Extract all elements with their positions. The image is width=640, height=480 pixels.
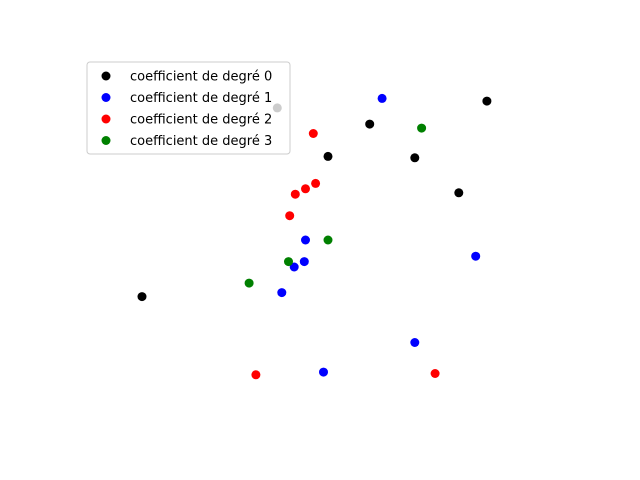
point-series-3-3 [244,278,254,288]
point-series-1-6 [410,338,420,347]
point-series-2-1 [311,178,321,188]
legend-marker-1 [101,93,111,102]
legend-label-3: coefficient de degré 3 [130,134,272,149]
point-series-1-0 [377,93,387,103]
legend-marker-0 [101,71,111,81]
point-series-1-1 [301,235,310,245]
point-series-0-3 [365,119,375,129]
data-points [137,93,492,380]
point-series-2-6 [430,369,440,378]
legend: coefficient de degré 0 coefficient de deg… [86,61,291,155]
point-series-0-6 [482,96,492,106]
point-series-3-1 [323,235,333,245]
point-series-3-2 [284,257,293,267]
legend-label-1: coefficient de degré 1 [130,91,272,106]
legend-marker-2 [101,114,111,124]
point-series-1-3 [299,257,309,267]
point-series-1-4 [277,288,287,298]
point-series-0-5 [454,188,464,198]
point-series-1-7 [319,367,328,377]
legend-box [86,61,291,155]
point-series-2-5 [251,370,261,380]
point-series-0-4 [410,153,420,163]
point-series-2-4 [285,211,295,221]
point-series-2-3 [290,189,300,199]
point-series-3-0 [417,123,427,133]
legend-marker-3 [101,136,111,145]
legend-label-0: coefficient de degré 0 [130,70,272,85]
point-series-1-2 [289,262,299,272]
point-series-2-0 [308,129,318,138]
point-series-0-2 [323,151,333,161]
legend-label-2: coefficient de degré 2 [130,113,272,128]
point-series-1-5 [471,251,481,261]
point-series-0-0 [137,292,147,302]
point-series-2-2 [301,184,310,194]
